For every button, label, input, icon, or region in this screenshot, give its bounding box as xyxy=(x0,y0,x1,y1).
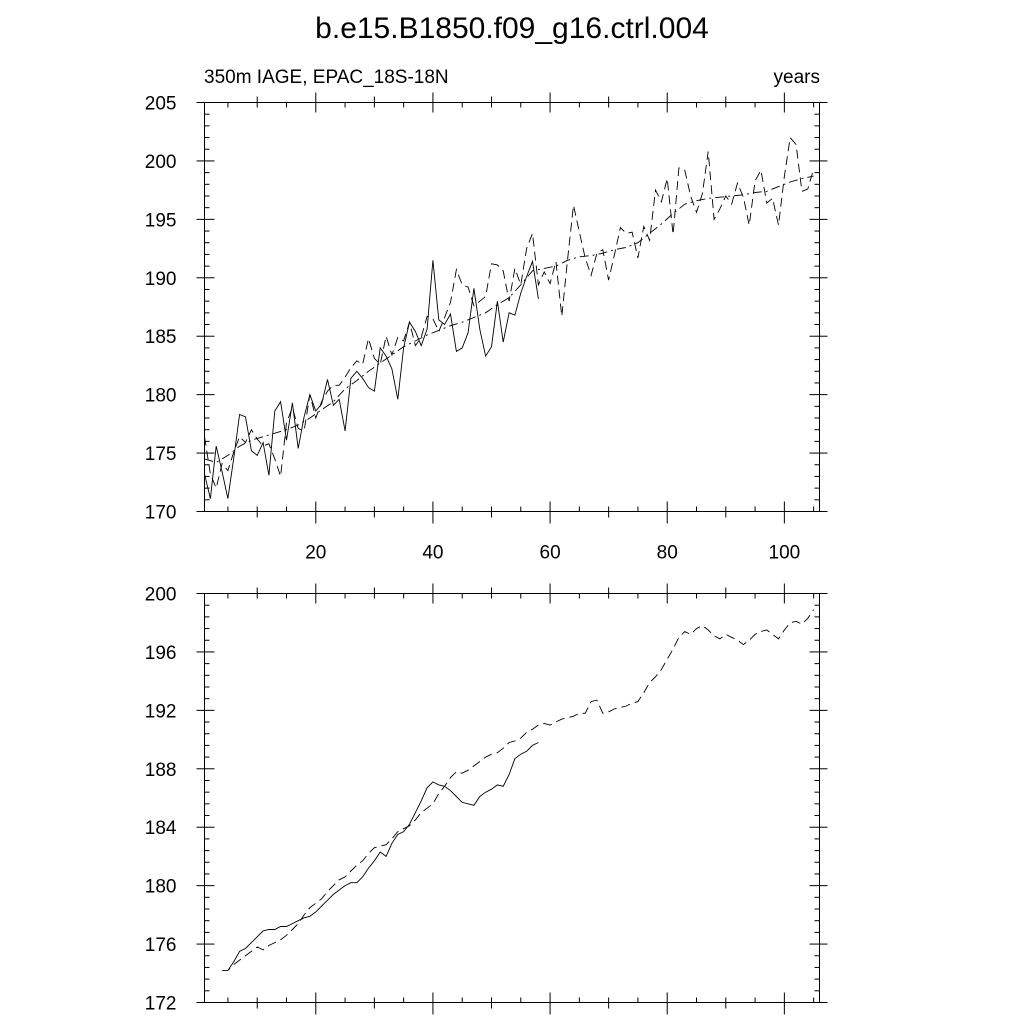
bottom-ytick-label: 176 xyxy=(145,935,177,956)
bottom-ytick-label: 188 xyxy=(145,760,177,781)
bottom-ytick-label: 200 xyxy=(145,585,177,606)
top-panel-left-label: 350m IAGE, EPAC_18S-18N xyxy=(204,67,449,88)
bottom-ytick-label: 172 xyxy=(145,994,177,1015)
top-xtick-label: 20 xyxy=(305,543,326,564)
top-ytick-label: 180 xyxy=(145,386,177,407)
bottom-series-solid xyxy=(227,742,539,971)
top-xtick-label: 100 xyxy=(769,543,801,564)
top-ytick-label: 195 xyxy=(145,210,177,231)
top-ytick-label: 200 xyxy=(145,152,177,173)
top-panel-right-label: years xyxy=(774,67,820,88)
figure-title: b.e15.B1850.f09_g16.ctrl.004 xyxy=(315,12,709,45)
top-ytick-label: 190 xyxy=(145,269,177,290)
top-panel-ticks: 170 175 180 185 190 195 200 205 20 40 60 80 100 xyxy=(145,92,828,564)
top-xtick-label: 60 xyxy=(540,543,561,564)
bottom-panel-ticks: 172 176 180 184 188 192 196 200 xyxy=(145,583,828,1015)
bottom-ytick-label: 184 xyxy=(145,818,177,839)
bottom-ytick-label: 180 xyxy=(145,877,177,898)
bottom-series-dashed xyxy=(222,609,814,971)
bottom-ytick-label: 192 xyxy=(145,701,177,722)
top-series-dash-dot xyxy=(204,175,814,463)
top-ytick-label: 170 xyxy=(145,503,177,524)
top-series-solid xyxy=(204,259,539,499)
top-ytick-label: 205 xyxy=(145,94,177,115)
top-series-dashed xyxy=(204,136,815,490)
bottom-panel-frame xyxy=(204,593,820,1003)
bottom-panel: 172 176 180 184 188 192 196 200 xyxy=(145,583,828,1015)
top-xtick-label: 80 xyxy=(657,543,678,564)
bottom-ytick-label: 196 xyxy=(145,643,177,664)
top-panel-series xyxy=(204,136,815,499)
top-ytick-label: 185 xyxy=(145,327,177,348)
top-panel: 350m IAGE, EPAC_18S-18N years 1701751801… xyxy=(145,67,828,564)
bottom-panel-series xyxy=(222,609,814,971)
top-xtick-label: 40 xyxy=(422,543,443,564)
top-panel-frame xyxy=(204,102,820,512)
top-ytick-label: 175 xyxy=(145,444,177,465)
